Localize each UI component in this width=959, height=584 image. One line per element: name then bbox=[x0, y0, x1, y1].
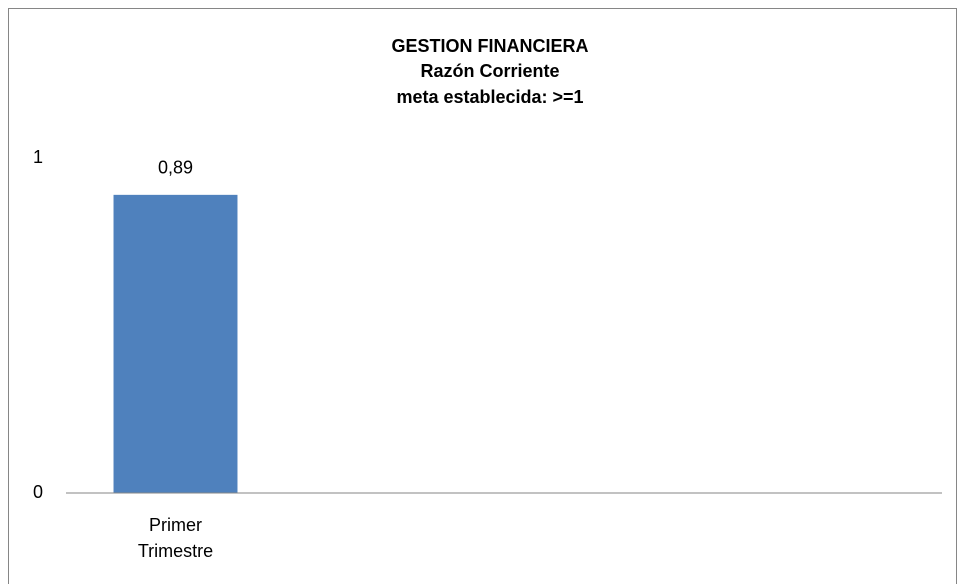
y-tick-label: 0 bbox=[33, 482, 43, 502]
chart-subtitle: Razón Corriente bbox=[420, 61, 559, 81]
chart-title: GESTION FINANCIERA bbox=[391, 36, 588, 56]
bar bbox=[113, 194, 238, 493]
y-tick-label: 1 bbox=[33, 147, 43, 167]
chart-subtitle: meta establecida: >=1 bbox=[396, 87, 583, 107]
data-label: 0,89 bbox=[158, 158, 193, 178]
x-tick-label: Primer Trimestre bbox=[137, 515, 214, 561]
